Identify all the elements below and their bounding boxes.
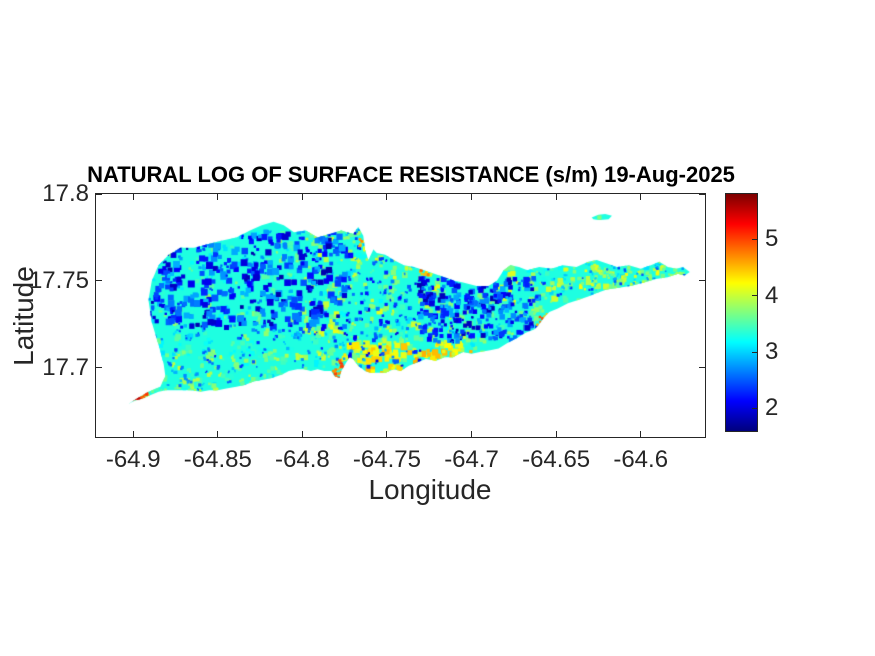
tick-mark [96,280,102,282]
colorbar-tick-label: 4 [765,281,779,309]
x-tick-label: -64.8 [275,446,330,473]
colorbar-tick-label: 5 [765,225,779,253]
x-axis-label: Longitude [368,474,492,505]
colorbar-tick-label: 2 [765,394,779,422]
x-tick-label: -64.6 [613,446,669,473]
tick-mark [96,367,102,369]
tick-mark [301,431,303,437]
tick-mark [471,194,473,200]
tick-mark [699,280,705,282]
x-tick-label: -64.9 [105,446,161,473]
tick-mark [699,367,705,369]
tick-mark [386,431,388,437]
tick-mark [640,431,642,437]
colorbar-gradient-canvas [726,194,757,431]
x-tick-label: -64.7 [444,446,499,473]
y-tick-label: 17.75 [28,266,89,294]
colorbar [725,193,758,432]
colorbar-tick-mark [752,407,757,409]
colorbar-tick-mark [752,295,757,297]
tick-mark [471,431,473,437]
tick-mark [217,194,219,200]
colorbar-tick-mark [752,351,757,353]
tick-mark [640,194,642,200]
y-tick-label: 17.7 [42,353,89,381]
tick-mark [217,431,219,437]
tick-mark [699,193,705,195]
plot-area [95,193,706,438]
x-tick-label: -64.65 [522,446,591,473]
colorbar-tick-label: 3 [765,338,779,365]
tick-mark [555,431,557,437]
x-tick-label: -64.85 [183,446,252,473]
island-heatmap-canvas [96,194,705,437]
tick-mark [555,194,557,200]
colorbar-tick-mark [752,238,757,240]
tick-mark [301,194,303,200]
x-tick-label: -64.75 [352,446,421,473]
y-tick-label: 17.8 [42,180,89,207]
tick-mark [96,193,102,195]
figure-title: NATURAL LOG OF SURFACE RESISTANCE (s/m) … [87,162,735,187]
tick-mark [386,194,388,200]
tick-mark [132,194,134,200]
tick-mark [132,431,134,437]
